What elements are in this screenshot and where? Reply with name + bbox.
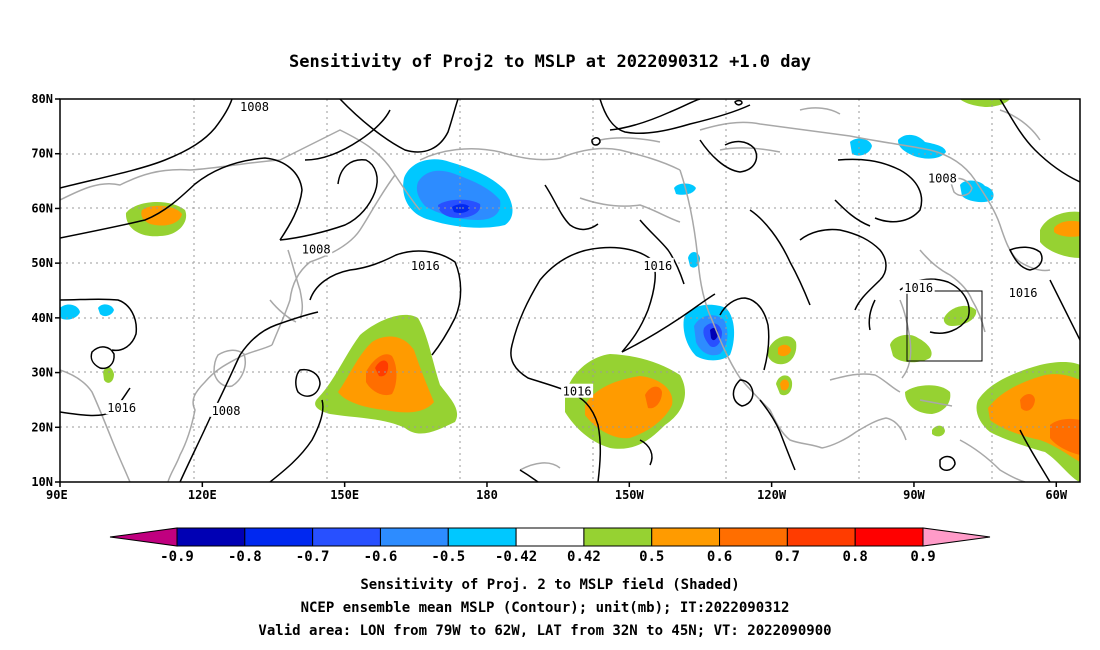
- colorbar: -0.9 -0.8 -0.7 -0.6 -0.5 -0.42 0.42 0.5 0.6 0.7 0.…: [109, 527, 991, 565]
- lat-tick-label: 70N: [31, 147, 53, 161]
- contour-label: 1008: [240, 100, 269, 114]
- lat-tick-label: 30N: [31, 366, 53, 380]
- colorbar-label: -0.6: [364, 549, 398, 565]
- contour-label-bg: [210, 402, 243, 417]
- colorbar-label: 0.7: [775, 549, 800, 565]
- lon-tick-label: 90E: [46, 488, 68, 502]
- colorbar-segment: [786, 527, 856, 547]
- lat-tick-label: 50N: [31, 256, 53, 270]
- negative-sensitivity-max: [452, 204, 470, 213]
- figure-title: Sensitivity of Proj2 to MSLP at 20220903…: [289, 52, 811, 72]
- positive-sensitivity-region: [103, 366, 114, 383]
- colorbar-label: 0.9: [910, 549, 935, 565]
- lat-tick-label: 60N: [31, 201, 53, 215]
- positive-sensitivity-region: [905, 385, 951, 414]
- graticule: [60, 99, 1080, 482]
- contour-labels: 1008 1008 1016 1016 1016 1008 1016 1016 1016 1008: [105, 99, 1040, 418]
- colorbar-label: 0.8: [843, 549, 868, 565]
- negative-sensitivity-region: [98, 304, 114, 317]
- contour-label: 1008: [302, 242, 331, 256]
- positive-sensitivity-core: [141, 205, 182, 226]
- colorbar-segment: [176, 527, 246, 547]
- colorbar-segment: [719, 527, 788, 547]
- footer-line-2: NCEP ensemble mean MSLP (Contour); unit(…: [301, 600, 790, 616]
- sensitivity-shading: [60, 99, 1080, 482]
- lon-tick-label: 120W: [757, 488, 787, 502]
- latitude-axis: 10N 20N 30N 40N 50N 60N 70N 80N: [31, 92, 60, 489]
- positive-sensitivity-core: [780, 379, 789, 391]
- colorbar-low-extend: [109, 527, 178, 547]
- valid-area-box: [906, 290, 983, 362]
- positive-sensitivity-core: [1054, 220, 1080, 237]
- lat-tick-label: 80N: [31, 92, 53, 106]
- lon-tick-label: 150E: [330, 488, 359, 502]
- coastlines: [60, 107, 1051, 482]
- contour-label: 1016: [563, 385, 592, 399]
- positive-sensitivity-region: [960, 99, 1010, 107]
- colorbar-label: -0.9: [160, 549, 194, 565]
- footer-line-3: Valid area: LON from 79W to 62W, LAT fro…: [258, 623, 831, 639]
- negative-sensitivity-region: [60, 304, 80, 320]
- contour-label-bg: [926, 170, 959, 185]
- longitude-axis: 90E 120E 150E 180 150W 120W 90W 60W: [46, 482, 1068, 502]
- contour-label-bg: [409, 257, 442, 272]
- colorbar-segment: [244, 527, 314, 547]
- positive-sensitivity-peak: [1020, 394, 1035, 411]
- colorbar-label: -0.7: [296, 549, 330, 565]
- contour-label-bg: [238, 99, 271, 114]
- colorbar-label: -0.5: [431, 549, 465, 565]
- contour-label: 1016: [904, 281, 933, 295]
- contour-label-bg: [300, 241, 333, 256]
- lon-tick-label: 60W: [1045, 488, 1067, 502]
- lon-tick-label: 150W: [615, 488, 645, 502]
- lat-tick-label: 20N: [31, 420, 53, 434]
- lat-tick-label: 10N: [31, 475, 53, 489]
- positive-sensitivity-region: [932, 425, 945, 437]
- colorbar-label: 0.5: [639, 549, 664, 565]
- contour-label-bg: [902, 279, 935, 294]
- colorbar-segment: [312, 527, 381, 547]
- colorbar-high-extend: [922, 527, 991, 547]
- contour-label-bg: [105, 400, 138, 415]
- colorbar-label: 0.42: [567, 549, 601, 565]
- colorbar-label: -0.42: [495, 549, 537, 565]
- colorbar-segment: [447, 527, 517, 547]
- positive-sensitivity-peak: [645, 386, 662, 409]
- colorbar-segment: [651, 527, 721, 547]
- contour-label: 1016: [643, 259, 672, 273]
- contour-label: 1008: [212, 404, 241, 418]
- contour-label-bg: [641, 257, 674, 272]
- contour-label: 1016: [411, 259, 440, 273]
- positive-sensitivity-core: [778, 344, 791, 357]
- footer-line-1: Sensitivity of Proj. 2 to MSLP field (Sh…: [360, 577, 739, 593]
- lon-tick-label: 90W: [903, 488, 925, 502]
- colorbar-segment: [583, 527, 653, 547]
- colorbar-segment: [854, 527, 924, 547]
- contour-label: 1016: [1009, 286, 1038, 300]
- contour-label: 1008: [928, 171, 957, 185]
- negative-sensitivity-region: [898, 134, 946, 159]
- colorbar-label: 0.6: [707, 549, 732, 565]
- contour-label: 1016: [107, 401, 136, 415]
- colorbar-label: -0.8: [228, 549, 262, 565]
- contour-label-bg: [1007, 285, 1040, 300]
- positive-sensitivity-peak: [1050, 418, 1080, 455]
- mslp-contours: [60, 99, 1080, 482]
- contour-label-bg: [561, 383, 594, 398]
- colorbar-segment: [515, 527, 585, 547]
- positive-sensitivity-region: [943, 305, 977, 326]
- lon-tick-label: 120E: [188, 488, 217, 502]
- negative-sensitivity-region: [850, 138, 872, 156]
- colorbar-segment: [379, 527, 449, 547]
- map-frame: [59, 98, 1081, 483]
- map-area: 1008 1008 1016 1016 1016 1008 1016 1016 1016 1008: [60, 99, 1080, 482]
- lat-tick-label: 40N: [31, 311, 53, 325]
- lon-tick-label: 180: [476, 488, 498, 502]
